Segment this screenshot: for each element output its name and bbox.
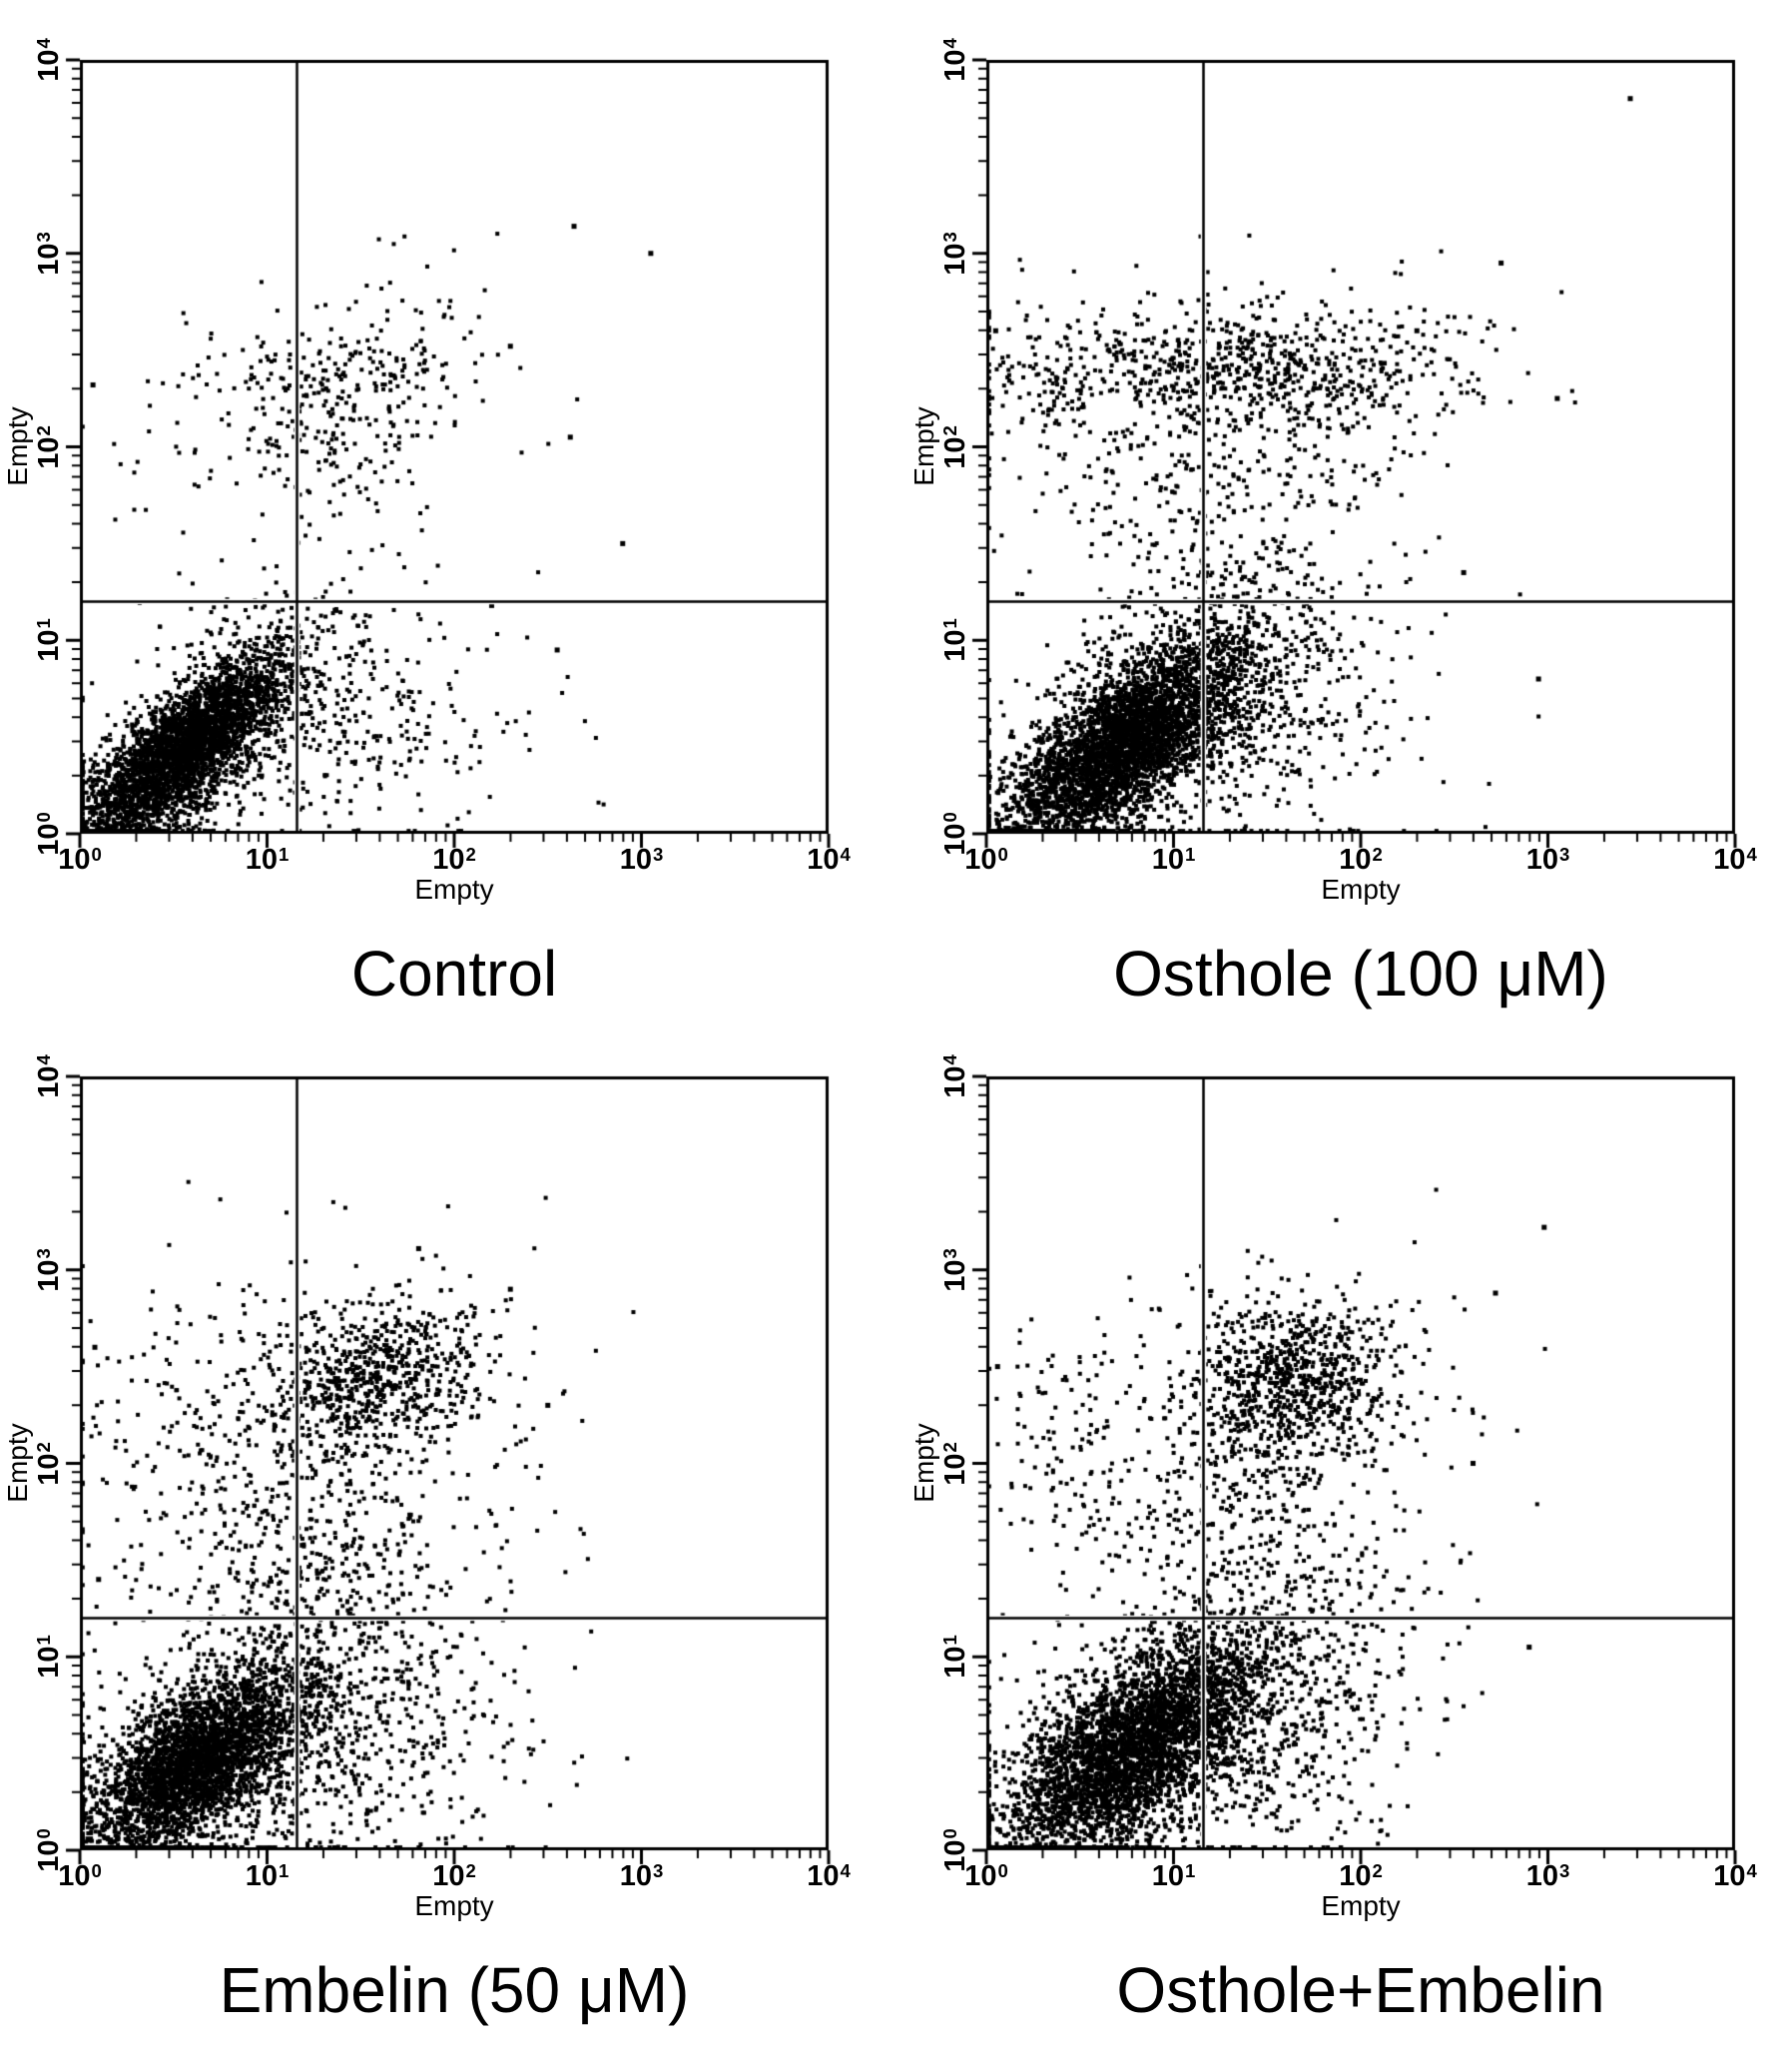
y-tick-label: 103 (32, 231, 65, 276)
y-tick-label: 102 (938, 1441, 971, 1486)
y-tick-label: 100 (32, 1828, 65, 1872)
x-tick-label: 103 (1525, 1860, 1570, 1892)
y-tick-label: 101 (32, 1635, 65, 1680)
y-tick-label: 104 (32, 1054, 65, 1098)
x-tick-label: 102 (1339, 844, 1383, 876)
panel-title-osthole: Osthole (100 μM) (1113, 938, 1608, 1010)
x-tick-label: 104 (807, 844, 851, 876)
y-tick-label: 104 (938, 38, 971, 82)
scatter-plot-canvas-control (50, 54, 849, 853)
x-tick-label: 100 (58, 844, 102, 876)
x-tick-label: 101 (1151, 1860, 1196, 1892)
x-tick-label: 100 (964, 1860, 1008, 1892)
x-tick-label: 101 (245, 844, 290, 876)
x-axis-label: Empty (414, 874, 494, 905)
x-tick-label: 104 (1713, 1860, 1757, 1892)
y-tick-label: 100 (938, 1828, 971, 1872)
y-tick-label: 102 (32, 424, 65, 469)
y-tick-label: 102 (32, 1441, 65, 1486)
x-tick-label: 103 (619, 844, 664, 876)
y-tick-label: 103 (938, 231, 971, 276)
panel-title-osthole-embelin: Osthole+Embelin (1116, 1954, 1605, 2026)
x-tick-label: 100 (58, 1860, 102, 1892)
x-axis-label: Empty (414, 1890, 494, 1921)
y-tick-label: 104 (938, 1054, 971, 1098)
x-tick-label: 101 (1151, 844, 1196, 876)
y-tick-label: 103 (32, 1247, 65, 1292)
scatter-plot-canvas-osthole (956, 54, 1755, 853)
x-tick-label: 104 (1713, 844, 1757, 876)
x-tick-label: 103 (1525, 844, 1570, 876)
x-axis-label: Empty (1321, 874, 1401, 905)
x-tick-label: 100 (964, 844, 1008, 876)
x-tick-label: 103 (619, 1860, 664, 1892)
panel-title-control: Control (350, 938, 558, 1010)
scatter-plot-canvas-embelin (50, 1070, 849, 1869)
y-tick-label: 104 (32, 38, 65, 82)
x-tick-label: 101 (245, 1860, 290, 1892)
y-tick-label: 102 (938, 424, 971, 469)
y-tick-label: 101 (32, 618, 65, 663)
panel-title-embelin: Embelin (50 μM) (219, 1954, 690, 2026)
x-tick-label: 102 (432, 1860, 476, 1892)
y-tick-label: 101 (938, 1635, 971, 1680)
scatter-plot-canvas-osthole-embelin (956, 1070, 1755, 1869)
y-tick-label: 100 (938, 812, 971, 856)
x-tick-label: 104 (807, 1860, 851, 1892)
y-tick-label: 100 (32, 812, 65, 856)
y-tick-label: 101 (938, 618, 971, 663)
x-axis-label: Empty (1321, 1890, 1401, 1921)
y-tick-label: 103 (938, 1247, 971, 1292)
x-tick-label: 102 (432, 844, 476, 876)
x-tick-label: 102 (1339, 1860, 1383, 1892)
